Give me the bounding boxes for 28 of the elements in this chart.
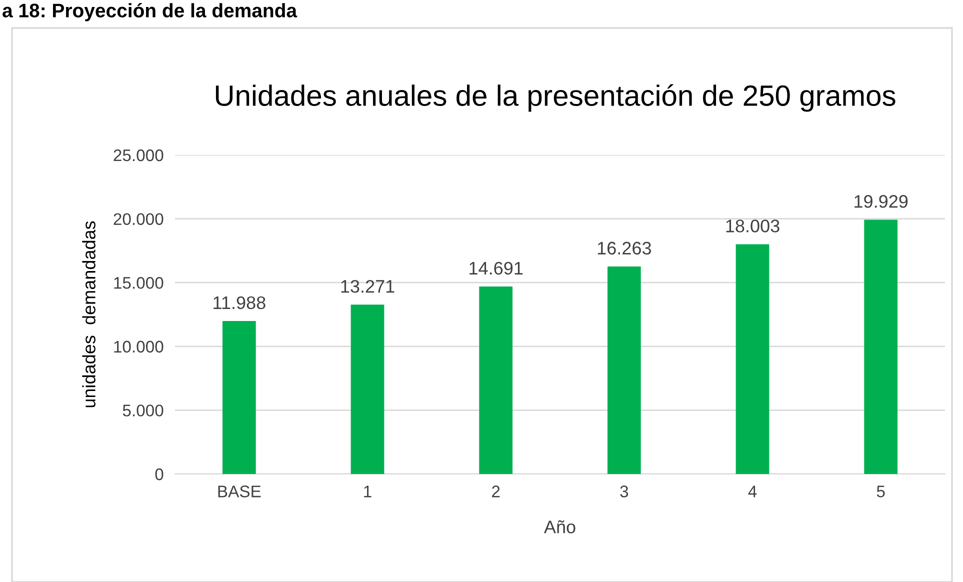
x-tick-label: 1	[364, 486, 372, 498]
x-tick-label: 3	[620, 486, 628, 498]
data-label: 19.929	[854, 195, 908, 208]
data-label: 18.003	[726, 220, 780, 232]
x-tick-label: 5	[876, 486, 885, 498]
chart-title: Unidades anuales de la presentación de 250 gramos	[216, 84, 896, 112]
data-label: 14.691	[470, 262, 523, 275]
x-tick-label: 2	[492, 486, 500, 498]
data-label: 13.271	[341, 280, 394, 293]
x-axis-title: Año	[544, 520, 576, 534]
bar	[350, 304, 384, 474]
data-label: 16.263	[598, 242, 651, 255]
x-tick-label: BASE	[218, 486, 261, 498]
y-tick-label: 5.000	[122, 404, 164, 416]
chart-subtitle: a 18: Proyección de la demanda	[2, 3, 298, 22]
data-label: 11.988	[214, 296, 266, 310]
y-tick-label: 25.000	[114, 149, 164, 162]
y-tick-label: 0	[155, 468, 164, 480]
bar	[864, 220, 898, 474]
y-tick-label: 15.000	[114, 277, 164, 289]
y-tick-label: 10.000	[114, 340, 164, 353]
x-tick-label: 4	[748, 486, 757, 498]
y-tick-label: 20.000	[114, 213, 164, 226]
bar	[479, 286, 513, 474]
bar	[607, 266, 641, 474]
bar	[736, 244, 770, 474]
bar	[222, 321, 256, 474]
y-axis-title: unidades demandadas	[82, 221, 96, 408]
